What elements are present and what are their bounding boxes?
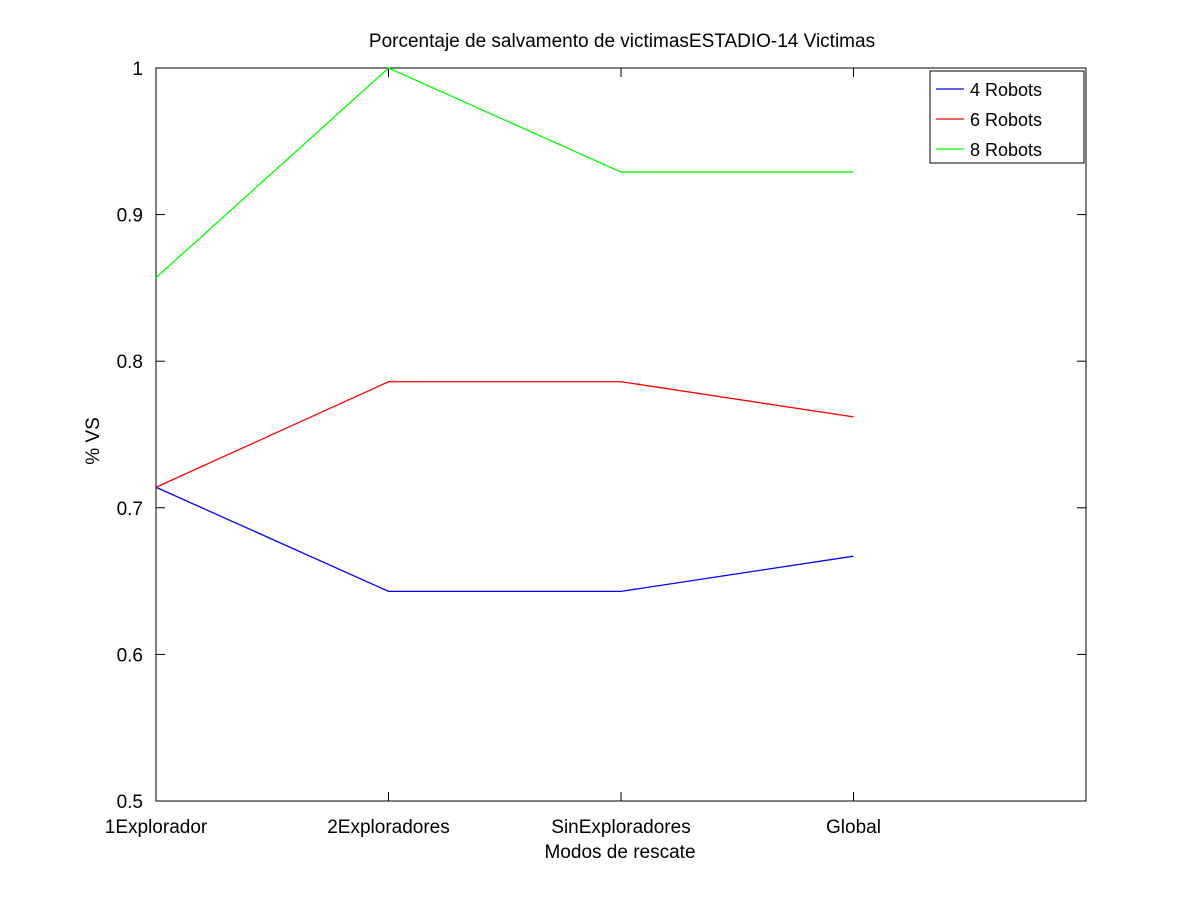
legend-box [929,70,1085,164]
y-tick-label: 1 [132,59,143,80]
y-tick-label: 0.5 [117,792,143,813]
y-tick-label: 0.6 [117,645,143,666]
series-line [155,67,854,279]
x-axis-label: Modos de rescate [544,842,695,863]
axes-box [155,67,1087,802]
y-tick-label: 0.9 [117,206,143,227]
chart-title: Porcentaje de salvamento de victimasESTA… [369,31,875,52]
series-line [155,381,854,488]
series-line [155,486,854,593]
legend: 4 Robots 6 Robots 8 Robots [929,70,1085,164]
y-tick-label: 0.7 [117,499,143,520]
y-tick-label: 0.8 [117,352,143,373]
x-tick-label: SinExploradores [551,817,690,838]
x-tick-label: Global [826,817,881,838]
legend-label: 6 Robots [970,110,1042,130]
legend-label: 8 Robots [970,140,1042,160]
x-tick-label: 2Exploradores [327,817,450,838]
x-tick-label: 1Explorador [105,817,208,838]
y-axis-label: % VS [83,417,104,465]
legend-label: 4 Robots [970,80,1042,100]
plot-area: 0.5 0.6 0.7 0.8 0.9 1 1Explorador 2Exploradores… [105,59,1087,838]
